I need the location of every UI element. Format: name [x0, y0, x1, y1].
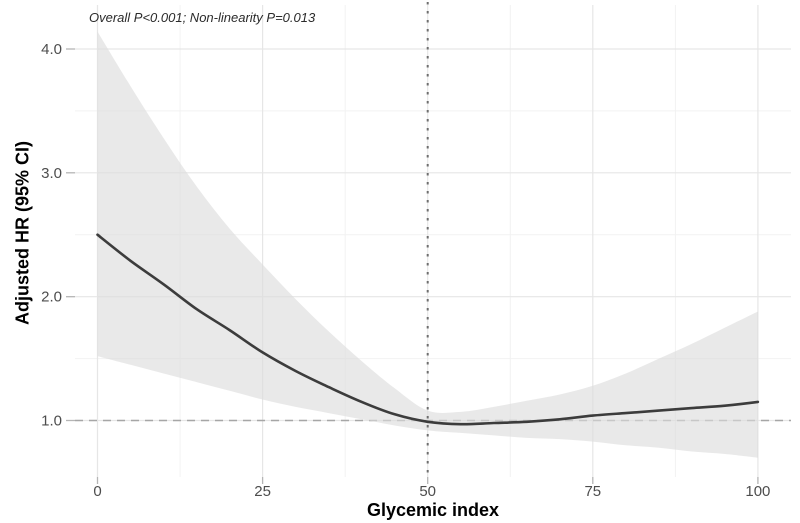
- x-tick-labels: 0 25 50 75 100: [93, 483, 770, 500]
- y-tick-label: 2.0: [41, 289, 62, 306]
- pvalue-annotation: Overall P<0.001; Non-linearity P=0.013: [89, 10, 316, 25]
- x-tick-label: 50: [419, 483, 436, 500]
- y-tick-label: 3.0: [41, 165, 62, 182]
- y-axis-title: Adjusted HR (95% CI): [12, 140, 33, 326]
- x-tick-label: 0: [93, 483, 101, 500]
- hr-curve: [96, 233, 760, 426]
- x-tick-label: 25: [254, 483, 271, 500]
- x-tick-label: 100: [745, 483, 770, 500]
- x-tick-label: 75: [584, 483, 601, 500]
- x-axis-title: Glycemic index: [366, 500, 500, 520]
- y-tick-label: 1.0: [41, 413, 62, 430]
- axis-ticks: [66, 48, 759, 484]
- y-tick-labels: 1.0 2.0 3.0 4.0: [41, 41, 62, 430]
- y-tick-label: 4.0: [41, 41, 62, 58]
